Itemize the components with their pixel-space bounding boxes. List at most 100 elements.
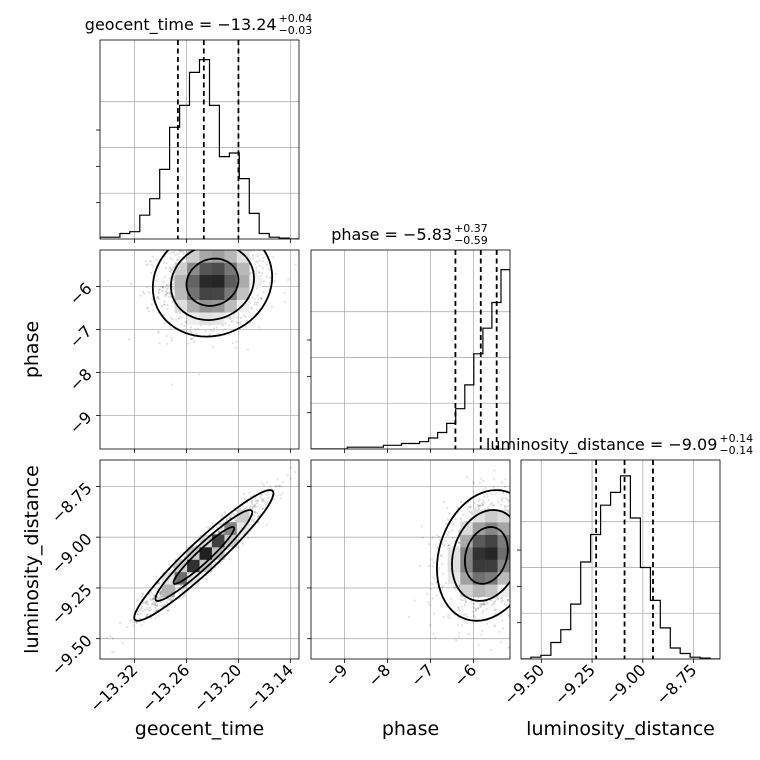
density-block (224, 250, 238, 263)
sample-point (442, 572, 445, 575)
sample-point (507, 614, 510, 618)
sample-point (512, 555, 514, 557)
frame-geocent_time-vs-phase (99, 249, 300, 450)
sample-point (135, 621, 138, 625)
sample-point (162, 281, 165, 284)
sample-point (529, 543, 531, 545)
sample-point (500, 497, 503, 500)
sample-point (158, 591, 161, 595)
sample-point (522, 537, 524, 539)
density-block (162, 584, 175, 598)
density-block (236, 250, 250, 263)
frame-phase-vs-luminosity_distance (310, 459, 511, 660)
density-block (224, 534, 238, 548)
sample-point (158, 288, 161, 291)
sample-point (516, 499, 518, 501)
sample-point (483, 495, 486, 498)
sample-point (256, 255, 259, 258)
sample-point (460, 518, 463, 521)
sample-point (245, 319, 248, 322)
sample-point (448, 616, 451, 620)
sample-point (154, 602, 157, 605)
sample-point (180, 323, 183, 326)
sample-point (446, 533, 449, 537)
sample-point (208, 242, 210, 244)
sample-point (524, 517, 526, 519)
density-block (472, 522, 486, 535)
contour-level-2 (154, 509, 254, 602)
sample-point (225, 518, 228, 521)
sample-point (149, 616, 152, 620)
sample-point (525, 465, 527, 467)
sample-point (109, 635, 112, 638)
sample-point (157, 596, 160, 599)
density-block (472, 547, 486, 560)
sample-point (456, 623, 460, 627)
sample-point (209, 329, 212, 332)
sample-point (261, 507, 265, 510)
sample-point (518, 545, 520, 547)
density-block (236, 299, 250, 313)
sample-point (232, 316, 236, 319)
sample-point (147, 306, 150, 309)
sample-point (513, 514, 515, 516)
density-block (224, 262, 238, 276)
sample-point (263, 507, 266, 510)
sample-point (433, 612, 436, 615)
sample-point (267, 496, 270, 499)
sample-point (189, 329, 192, 332)
sample-point (190, 337, 193, 341)
sample-point (159, 601, 162, 604)
sample-point (524, 539, 526, 541)
density-block (485, 559, 498, 573)
sample-point (229, 558, 232, 561)
sample-point (514, 562, 516, 564)
sample-point (256, 511, 259, 514)
sample-point (457, 635, 460, 638)
sample-point (170, 296, 173, 299)
sample-point (246, 242, 248, 244)
sample-point (152, 597, 155, 600)
sample-point (221, 242, 223, 244)
sample-point (159, 285, 162, 288)
sample-point (512, 549, 514, 551)
sample-point (518, 529, 520, 531)
sample-point (165, 284, 169, 287)
sample-point (514, 540, 516, 542)
sample-point (432, 633, 435, 636)
sample-point (254, 248, 256, 250)
density-block (485, 571, 498, 585)
sample-point (279, 493, 282, 496)
sample-point (518, 547, 520, 549)
sample-point (232, 513, 236, 516)
sample-point (506, 498, 509, 501)
sample-point (514, 594, 516, 596)
sample-point (160, 590, 163, 593)
sample-point (518, 500, 520, 502)
sample-point (262, 256, 265, 259)
sample-point (235, 316, 239, 319)
sample-point (207, 527, 210, 530)
sample-point (526, 539, 528, 541)
sample-point (193, 340, 196, 343)
sample-point (160, 596, 163, 599)
sample-point (513, 570, 515, 572)
sample-point (531, 498, 533, 500)
sample-point (174, 318, 178, 321)
sample-point (457, 606, 460, 609)
sample-point (499, 614, 502, 617)
sample-point (425, 592, 429, 595)
sample-point (169, 293, 172, 296)
sample-point (511, 525, 513, 527)
sample-point (530, 558, 532, 560)
sample-point (407, 616, 410, 619)
sample-point (279, 497, 282, 500)
sample-point (225, 248, 227, 250)
sample-point (253, 503, 256, 506)
sample-point (250, 307, 253, 310)
sample-point (181, 248, 183, 250)
sample-point (203, 247, 205, 249)
sample-point (234, 236, 236, 238)
sample-point (255, 272, 258, 275)
sample-point (465, 621, 468, 624)
